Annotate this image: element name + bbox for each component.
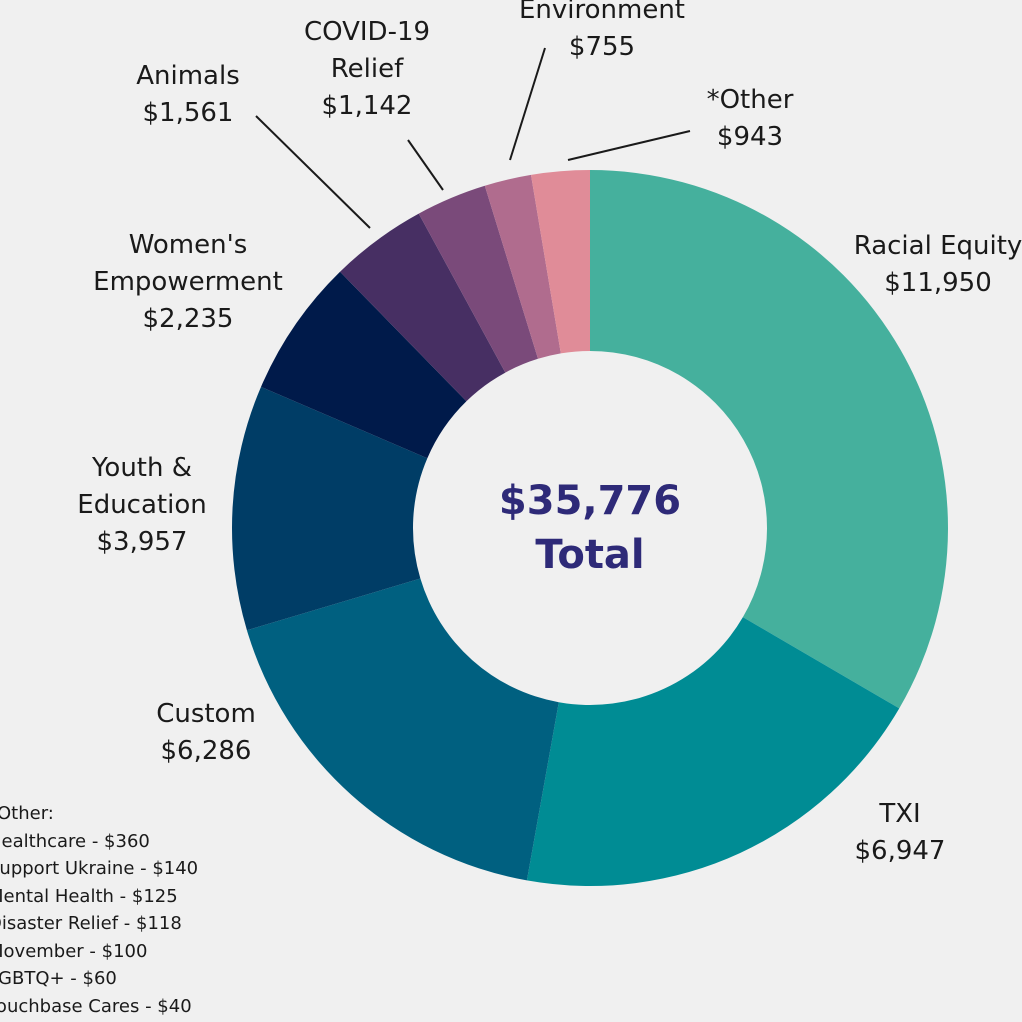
donut-slice [246,578,559,881]
donut-slice [340,213,506,402]
slice-label: Environment $755 [492,0,712,66]
total-value: $35,776 [498,478,682,524]
footnote-item: Disaster Relief - $118 [0,913,182,934]
category-label: TXI [879,799,921,829]
category-label: Racial Equity [853,231,1022,261]
value-label: $6,286 [160,736,252,766]
leader-line [509,47,546,161]
value-label: $755 [568,32,636,62]
slice-label: Youth & Education $3,957 [52,450,232,561]
footnote-item: Mental Health - $125 [0,885,178,907]
donut-slice [231,386,428,631]
value-label: $11,950 [884,268,992,298]
slice-label: *Other $943 [675,82,825,156]
leader-line [255,115,371,229]
category-label: Animals [136,61,240,91]
donut-slice [590,170,948,709]
category-label: Environment [518,0,686,25]
slice-label: TXI $6,947 [825,796,975,870]
slice-label: Custom $6,286 [106,696,306,770]
value-label: $6,947 [854,836,946,866]
footnote-item: LGBTQ+ - $60 [0,968,117,989]
footnote-title: *Other: [0,803,54,824]
value-label: $3,957 [96,527,188,557]
leader-line [407,139,444,191]
footnote-item: Support Ukraine - $140 [0,858,199,879]
value-label: $1,142 [321,91,413,121]
footnote: *Other: Healthcare - $360 Support Ukraine… [0,800,198,1020]
donut-slice [484,174,561,359]
category-label: Custom [156,699,256,729]
leader-line [567,130,691,161]
category-label: COVID-19 Relief [303,17,431,84]
footnote-item: Movember - $100 [0,940,148,962]
value-label: $943 [716,122,784,152]
category-label: Youth & Education [77,453,207,520]
donut-slice [526,617,900,886]
footnote-item: Touchbase Cares - $40 [0,995,192,1017]
center-label: $35,776 Total [440,474,740,582]
category-label: *Other [706,85,794,115]
footnote-item: Healthcare - $360 [0,830,150,852]
value-label: $2,235 [142,304,234,334]
slice-label: Women's Empowerment $2,235 [68,227,308,338]
donut-slice [261,271,467,459]
slice-label: Animals $1,561 [113,58,263,132]
donut-slice [530,170,590,354]
leader-lines [255,47,691,229]
value-label: $1,561 [142,98,234,128]
total-caption: Total [535,532,645,578]
donut-slice [418,185,538,373]
slice-label: Racial Equity $11,950 [843,228,1022,302]
slice-label: COVID-19 Relief $1,142 [292,14,442,125]
category-label: Women's Empowerment [93,230,283,297]
